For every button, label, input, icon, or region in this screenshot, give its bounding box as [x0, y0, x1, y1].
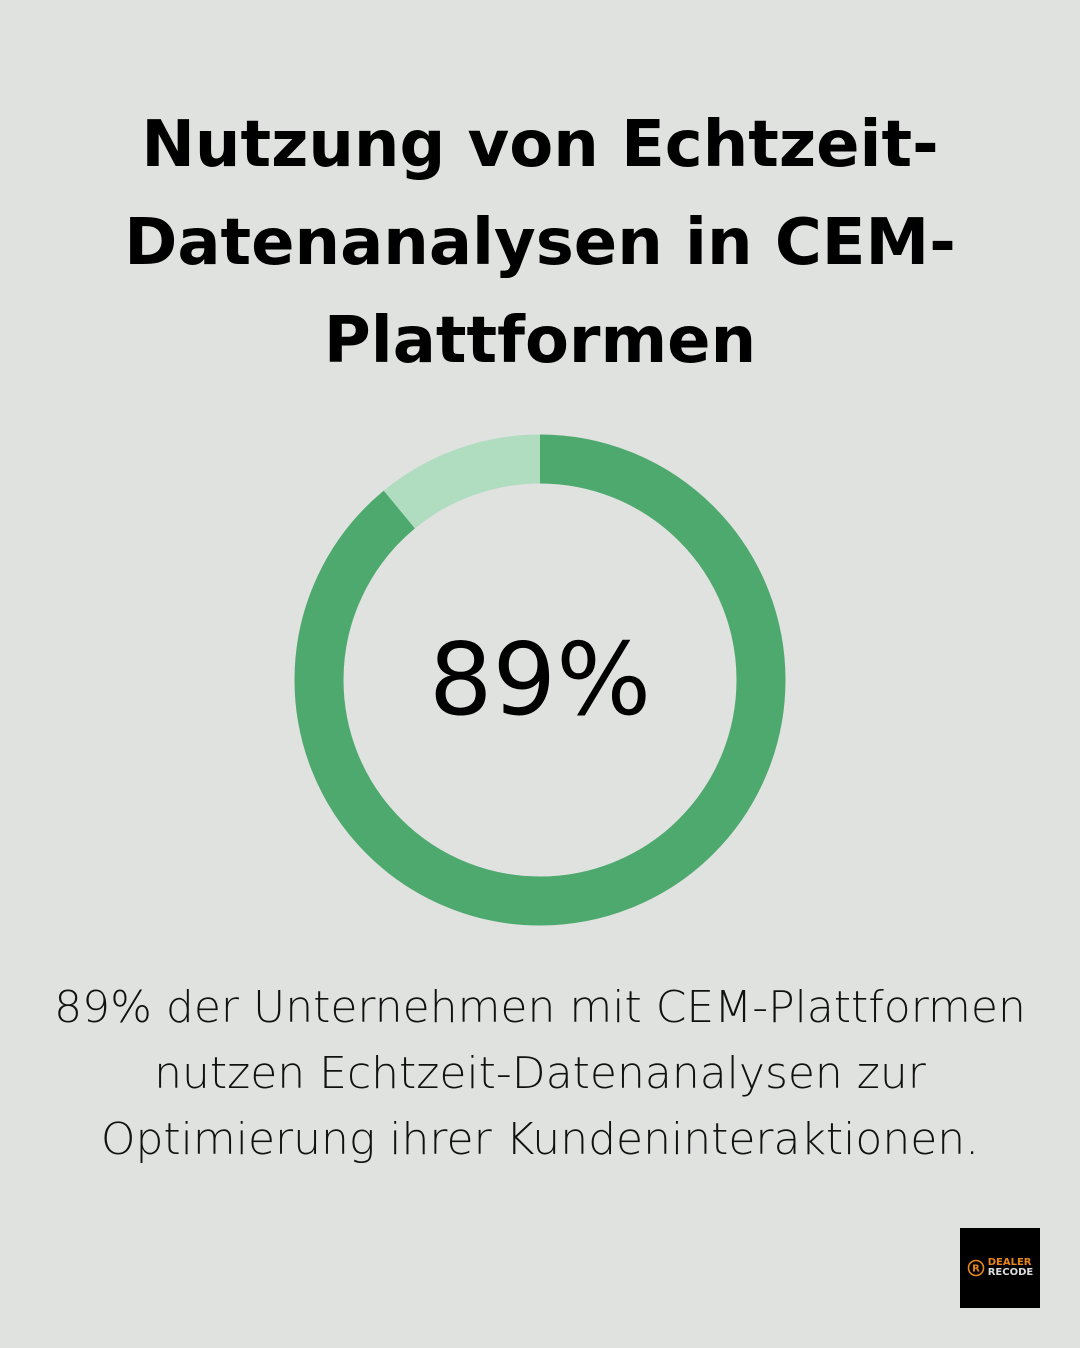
logo-r-icon: R: [967, 1259, 985, 1277]
logo-line1: DEALER: [987, 1257, 1032, 1268]
center-value: 89%: [428, 621, 652, 738]
donut-chart: [294, 434, 786, 926]
caption: 89% der Unternehmen mit CEM-Plattformen …: [54, 982, 1026, 1165]
dealer-recode-logo: R DEALER RECODE: [960, 1228, 1040, 1308]
chart-title: Nutzung von Echtzeit-Datenanalysen in CE…: [124, 108, 956, 378]
donut-slice-1: [294, 434, 786, 926]
svg-text:R: R: [972, 1264, 980, 1275]
logo-line2: RECODE: [987, 1267, 1034, 1278]
